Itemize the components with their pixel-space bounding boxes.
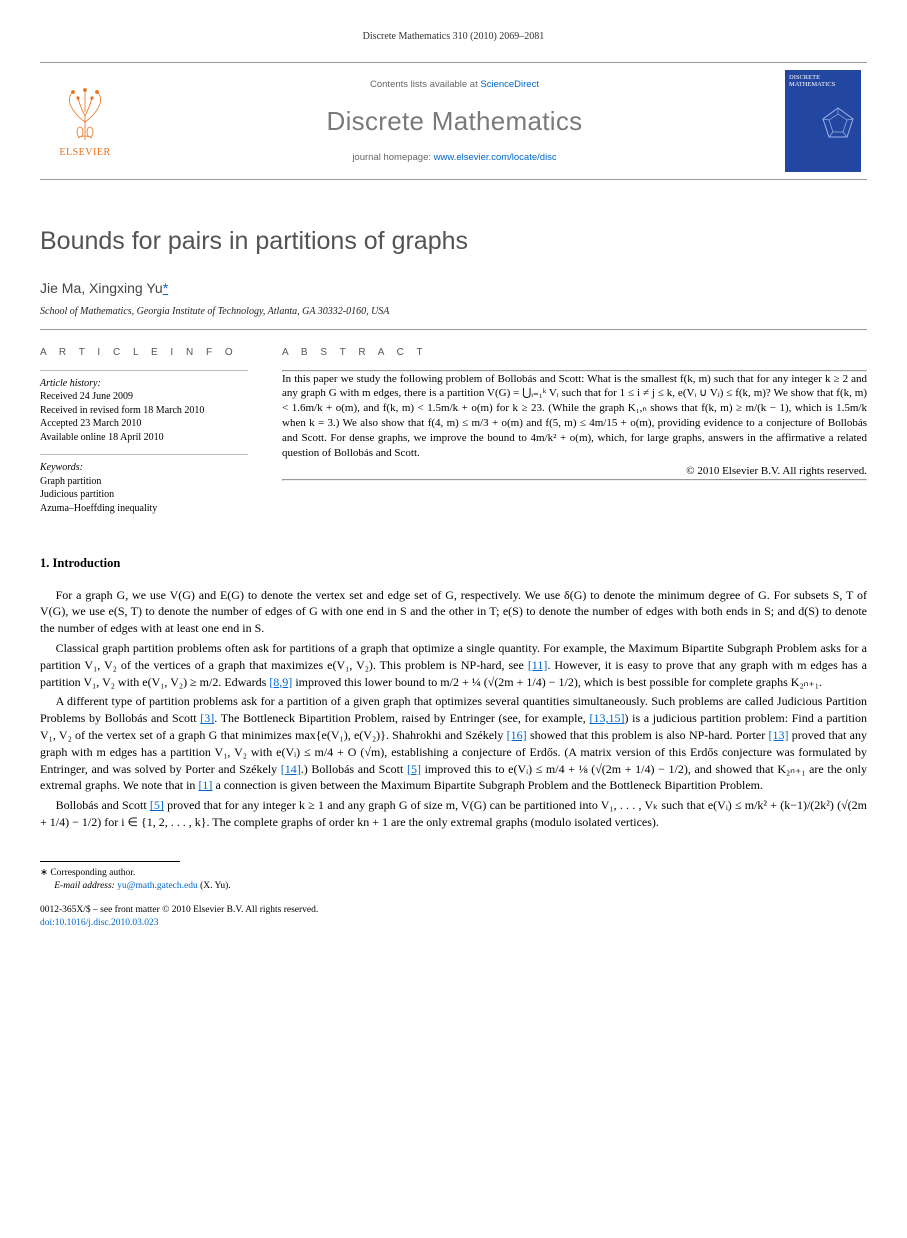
history-label: Article history: [40,377,248,391]
paper-title: Bounds for pairs in partitions of graphs [40,224,867,259]
info-abstract-row: A R T I C L E I N F O Article history: R… [40,346,867,516]
affiliation: School of Mathematics, Georgia Institute… [40,305,867,319]
body-para-4: Bollobás and Scott [5] proved that for a… [40,797,867,831]
masthead-center: Contents lists available at ScienceDirec… [130,63,779,179]
section-1-head: 1. Introduction [40,555,867,573]
cite-link[interactable]: [13] [769,728,789,742]
history-line: Received in revised form 18 March 2010 [40,404,248,418]
footnote-rule [40,861,180,862]
email-link[interactable]: yu@math.gatech.edu [117,881,198,891]
journal-name: Discrete Mathematics [130,103,779,139]
cover-title: DISCRETE MATHEMATICS [789,74,857,88]
running-head: Discrete Mathematics 310 (2010) 2069–208… [40,30,867,44]
para-text: a connection is given between the Maximu… [212,778,763,792]
para-text: improved this lower bound to m/2 + ¼ (√(… [292,675,822,689]
history-line: Accepted 23 March 2010 [40,417,248,431]
cite-link[interactable]: [11] [528,658,548,672]
sciencedirect-link[interactable]: ScienceDirect [480,79,539,90]
body-para-3: A different type of partition problems a… [40,693,867,794]
para-text: .) Bollobás and Scott [301,762,407,776]
info-rule-1 [40,370,248,371]
elsevier-tree-icon [58,82,112,142]
doi-prefix[interactable]: doi: [40,918,55,928]
footnote-corr: ∗ Corresponding author. [40,867,867,880]
para-text: Bollobás and Scott [56,798,150,812]
footnote-mark: ∗ [40,868,48,878]
footnote-email: E-mail address: yu@math.gatech.edu (X. Y… [40,880,867,893]
divider-top [40,329,867,330]
keyword: Graph partition [40,475,248,489]
cite-link[interactable]: [13,15] [589,711,624,725]
email-label: E-mail address: [54,881,117,891]
footnote-corr-text: Corresponding author. [48,868,135,878]
homepage-link[interactable]: www.elsevier.com/locate/disc [434,152,557,163]
publisher-label: ELSEVIER [59,146,110,160]
cite-link[interactable]: [16] [507,728,527,742]
email-suffix: (X. Yu). [198,881,231,891]
copyright-line: © 2010 Elsevier B.V. All rights reserved… [282,464,867,479]
keyword: Azuma–Hoeffding inequality [40,502,248,516]
abstract-col: A B S T R A C T In this paper we study t… [282,346,867,516]
authors-line: Jie Ma, Xingxing Yu* [40,279,867,299]
publisher-block: ELSEVIER [40,63,130,179]
front-matter-line: 0012-365X/$ – see front matter © 2010 El… [40,904,867,917]
author-names: Jie Ma, Xingxing Yu [40,280,163,296]
abs-rule-2 [282,479,867,481]
cite-link[interactable]: [3] [200,711,214,725]
article-info-head: A R T I C L E I N F O [40,346,248,360]
keyword: Judicious partition [40,488,248,502]
abstract-head: A B S T R A C T [282,346,867,360]
cite-link[interactable]: [5] [150,798,164,812]
cite-link[interactable]: [5] [407,762,421,776]
cite-link[interactable]: [1] [198,778,212,792]
cite-link[interactable]: [14] [281,762,301,776]
body-para-2: Classical graph partition problems often… [40,640,867,690]
para-text: . The Bottleneck Bipartition Problem, ra… [214,711,589,725]
history-line: Available online 18 April 2010 [40,431,248,445]
cite-link[interactable]: [8,9] [269,675,292,689]
contents-line: Contents lists available at ScienceDirec… [130,78,779,91]
body-para-1: For a graph G, we use V(G) and E(G) to d… [40,587,867,637]
homepage-prefix: journal homepage: [352,152,433,163]
doi-block: 0012-365X/$ – see front matter © 2010 El… [40,904,867,930]
keywords-label: Keywords: [40,461,248,475]
homepage-line: journal homepage: www.elsevier.com/locat… [130,151,779,164]
history-line: Received 24 June 2009 [40,390,248,404]
corresponding-author-mark[interactable]: * [163,280,168,296]
journal-cover-thumb: DISCRETE MATHEMATICS [785,70,861,172]
doi-link[interactable]: 10.1016/j.disc.2010.03.023 [55,918,159,928]
cover-thumb-wrap: DISCRETE MATHEMATICS [779,63,867,179]
abstract-text: In this paper we study the following pro… [282,372,867,461]
para-text: proved that for any integer k ≥ 1 and an… [40,798,867,829]
para-text: showed that this problem is also NP-hard… [527,728,769,742]
cover-pentagon-icon [821,106,855,140]
masthead: ELSEVIER Contents lists available at Sci… [40,62,867,180]
article-info-col: A R T I C L E I N F O Article history: R… [40,346,248,516]
info-rule-2 [40,454,248,455]
contents-prefix: Contents lists available at [370,79,480,90]
